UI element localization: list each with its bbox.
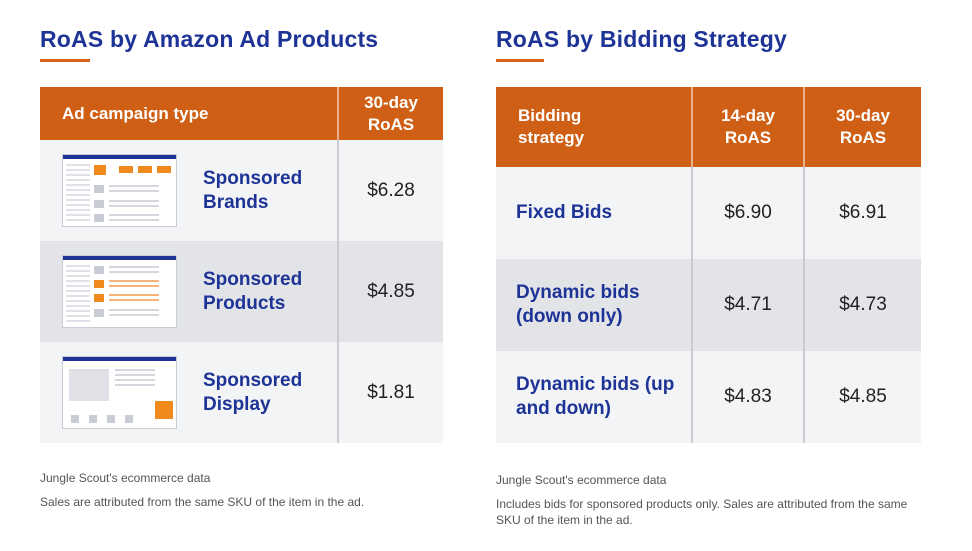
right-source-note: Jungle Scout's ecommerce data [496, 473, 667, 487]
left-panel-title: RoAS by Amazon Ad Products [40, 26, 379, 52]
roas-30-value: $6.91 [803, 167, 921, 259]
bidding-header-row: Bidding strategy 14-day RoAS 30-day RoAS [496, 87, 921, 167]
sponsored-display-thumbnail-icon [62, 356, 177, 429]
roas-14-value: $6.90 [691, 167, 804, 259]
left-title-underline [40, 59, 90, 62]
header-14-day-roas: 14-day RoAS [691, 87, 804, 167]
ad-products-table: Ad campaign type 30-day RoAS [40, 87, 443, 443]
header-14-day-roas-label: 14-day RoAS [721, 106, 775, 147]
sponsored-products-thumbnail-icon [62, 255, 177, 328]
campaign-name: Sponsored Display [203, 369, 303, 415]
header-30-day-roas: 30-day RoAS [337, 87, 443, 140]
header-bidding-strategy-label: Bidding strategy [518, 106, 585, 147]
table-row: Dynamic bids (up and down) $4.83 $4.85 [496, 351, 921, 443]
right-panel-title: RoAS by Bidding Strategy [496, 26, 788, 52]
bidding-strategy-table: Bidding strategy 14-day RoAS 30-day RoAS… [496, 87, 921, 443]
right-attribution-note: Includes bids for sponsored products onl… [496, 497, 908, 527]
roas-30-value: $4.73 [803, 259, 921, 351]
table-row: Sponsored Products $4.85 [40, 241, 443, 342]
table-row: Dynamic bids (down only) $4.71 $4.73 [496, 259, 921, 351]
strategy-name: Fixed Bids [496, 167, 692, 259]
left-source-note: Jungle Scout's ecommerce data [40, 471, 211, 485]
campaign-name: Sponsored Products [203, 268, 303, 314]
strategy-name: Dynamic bids (down only) [516, 282, 640, 327]
table-row: Sponsored Brands $6.28 [40, 140, 443, 241]
roas-30-value: $6.28 [337, 140, 443, 241]
header-30-day-roas-label: 30-day RoAS [364, 92, 418, 134]
left-attribution-note: Sales are attributed from the same SKU o… [40, 495, 365, 509]
roas-30-value: $4.85 [803, 351, 921, 443]
ad-products-header-row: Ad campaign type 30-day RoAS [40, 87, 443, 140]
strategy-name: Dynamic bids (up and down) [516, 374, 675, 419]
right-title-underline [496, 59, 544, 62]
campaign-name: Sponsored Brands [203, 167, 303, 213]
roas-14-value: $4.71 [691, 259, 804, 351]
campaign-cell: Sponsored Products [40, 241, 338, 342]
roas-14-value: $4.83 [691, 351, 804, 443]
table-row: Sponsored Display $1.81 [40, 342, 443, 443]
strategy-cell: Dynamic bids (down only) [496, 259, 692, 351]
header-ad-campaign-type: Ad campaign type [40, 87, 338, 140]
table-row: Fixed Bids $6.90 $6.91 [496, 167, 921, 259]
campaign-cell: Sponsored Brands [40, 140, 338, 241]
header-30-day-roas: 30-day RoAS [803, 87, 921, 167]
campaign-cell: Sponsored Display [40, 342, 338, 443]
header-30-day-roas-label-2: 30-day RoAS [836, 106, 890, 147]
strategy-cell: Dynamic bids (up and down) [496, 351, 692, 443]
roas-30-value: $1.81 [337, 342, 443, 443]
roas-30-value: $4.85 [337, 241, 443, 342]
sponsored-brands-thumbnail-icon [62, 154, 177, 227]
header-bidding-strategy: Bidding strategy [496, 87, 692, 167]
